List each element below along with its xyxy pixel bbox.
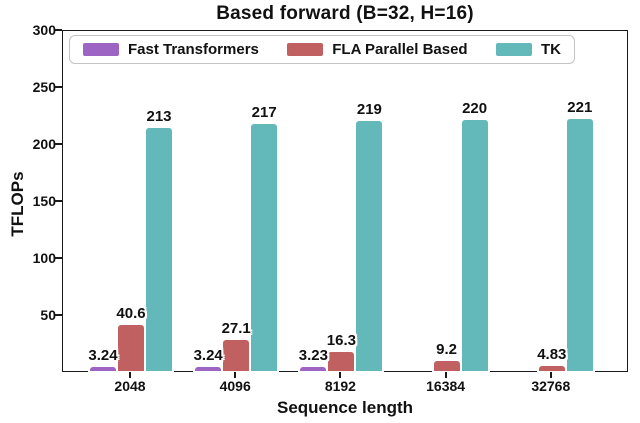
bar-value-label: 27.1 [221,320,251,338]
legend-swatch-fast-transformers [83,43,119,56]
legend: Fast Transformers FLA Parallel Based TK [69,35,575,64]
bar-value-label: 221 [567,99,593,117]
bar-fla-parallel-based-16384 [433,360,460,371]
chart-title: Based forward (B=32, H=16) [216,3,474,24]
x-tick-label-4096: 4096 [219,378,251,394]
y-tick-label-150: 150 [32,193,56,209]
y-tick-label-200: 200 [32,136,56,152]
x-tick-mark [234,372,237,378]
legend-swatch-tk [495,43,532,56]
y-tick-mark [55,143,62,145]
bar-value-label: 220 [462,100,488,118]
y-tick-mark [55,86,62,88]
y-tick-mark [55,257,62,259]
x-tick-mark [444,372,447,378]
bar-tk-2048 [146,128,172,371]
bar-value-label: 219 [356,101,382,119]
x-tick-label-32768: 32768 [531,378,571,394]
bar-value-label: 40.6 [116,304,146,322]
bar-fla-parallel-based-2048 [118,324,144,371]
x-tick-label-8192: 8192 [324,378,356,394]
legend-label-fast-transformers: Fast Transformers [128,41,259,58]
bar-value-label: 3.23 [298,347,328,365]
bar-tk-32768 [566,119,593,371]
legend-label-fla-parallel-based: FLA Parallel Based [332,41,468,58]
bar-tk-4096 [251,123,278,371]
legend-label-tk: TK [540,41,561,58]
legend-item-fast-transformers: Fast Transformers [83,41,259,58]
x-tick-label-16384: 16384 [426,378,466,394]
bar-value-label: 3.24 [193,347,223,365]
bar-value-label: 9.2 [436,340,458,358]
bar-value-label: 3.24 [88,347,118,365]
y-tick-label-250: 250 [32,79,56,95]
y-tick-mark [55,200,62,202]
bar-fla-parallel-based-8192 [328,352,355,371]
bar-fast-transformers-8192 [300,367,327,371]
bar-fast-transformers-2048 [90,367,116,371]
bar-fla-parallel-based-4096 [223,340,250,371]
bar-value-label: 217 [251,103,277,121]
y-tick-label-300: 300 [32,22,56,38]
plot-area: Fast Transformers FLA Parallel Based TK … [62,30,628,372]
bar-value-label: 213 [146,108,172,126]
bar-tk-8192 [356,121,383,371]
x-tick-label-2048: 2048 [114,378,146,394]
y-tick-mark [55,29,62,31]
bar-tk-16384 [461,120,488,371]
x-tick-mark [339,372,342,378]
x-tick-mark [549,372,552,378]
legend-item-fla-parallel-based: FLA Parallel Based [287,41,468,58]
y-tick-mark [55,314,62,316]
bar-value-label: 16.3 [326,332,356,350]
bar-value-label: 4.83 [537,345,567,363]
y-tick-label-50: 50 [40,307,56,323]
legend-item-tk: TK [495,41,561,58]
bar-fla-parallel-based-32768 [538,365,565,371]
x-axis-label: Sequence length [276,398,414,417]
x-tick-mark [129,372,131,378]
legend-swatch-fla-parallel-based [287,43,324,56]
y-tick-label-100: 100 [32,250,56,266]
bar-fast-transformers-4096 [195,367,222,371]
